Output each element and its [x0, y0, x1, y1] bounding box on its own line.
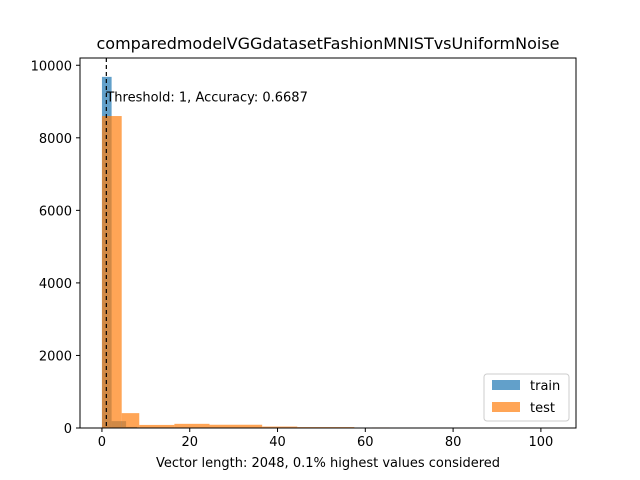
y-axis: 0 2000 4000 6000 8000 10000: [31, 59, 80, 437]
legend-swatch-train: [492, 380, 520, 390]
y-tick-label-8000: 8000: [39, 132, 72, 147]
x-tick-label-60: 60: [357, 435, 374, 450]
threshold-annotation: Threshold: 1, Accuracy: 0.6687: [105, 91, 308, 106]
legend-label-train: train: [530, 379, 560, 394]
bar-test-4: [209, 424, 263, 428]
x-tick-label-80: 80: [445, 435, 462, 450]
x-axis: 0 20 40 60 80 100: [98, 428, 553, 450]
x-axis-label: Vector length: 2048, 0.1% highest values…: [156, 456, 500, 471]
x-tick-label-40: 40: [269, 435, 286, 450]
y-tick-label-2000: 2000: [39, 349, 72, 364]
y-tick-label-4000: 4000: [39, 277, 72, 292]
x-tick-label-20: 20: [181, 435, 198, 450]
legend-label-test: test: [530, 401, 555, 416]
bar-test-0: [101, 116, 122, 428]
legend-swatch-test: [492, 402, 520, 412]
x-tick-label-0: 0: [98, 435, 106, 450]
bar-test-5: [262, 426, 298, 428]
bar-test-1: [121, 413, 140, 428]
y-tick-label-6000: 6000: [39, 204, 72, 219]
chart-title: comparedmodelVGGdatasetFashionMNISTvsUni…: [96, 34, 559, 53]
y-tick-label-0: 0: [64, 422, 72, 437]
x-tick-label-100: 100: [528, 435, 553, 450]
bar-test-3: [174, 423, 210, 428]
bar-test-2: [139, 424, 175, 428]
plot-frame: [79, 57, 577, 429]
legend: train test: [483, 373, 570, 422]
y-tick-label-10000: 10000: [31, 59, 72, 74]
